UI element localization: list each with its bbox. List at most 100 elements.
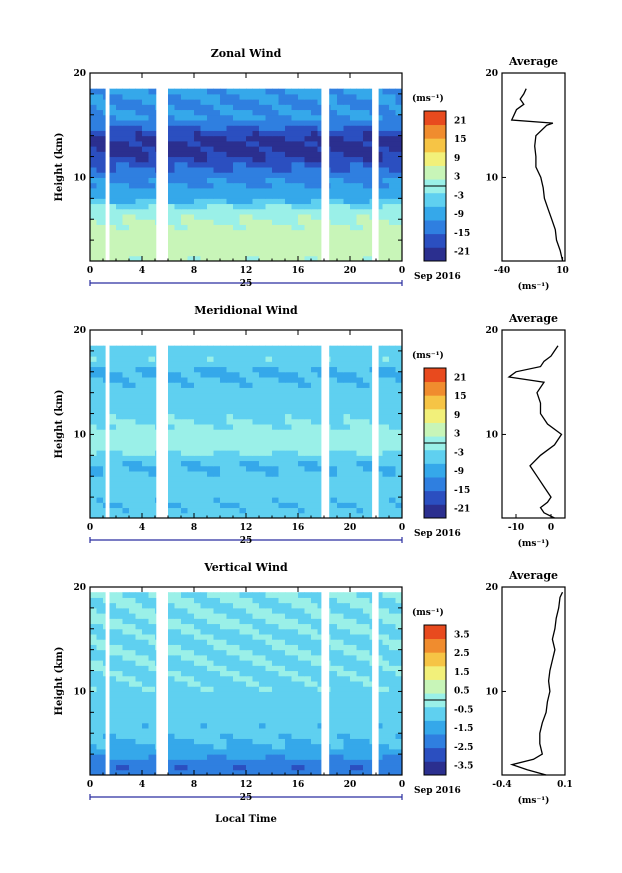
heatmap-cell (311, 397, 318, 404)
heatmap-cell (317, 429, 325, 435)
heatmap-cell (233, 99, 240, 105)
heatmap-cell (135, 156, 143, 163)
heatmap-cell (129, 109, 136, 116)
heatmap-cell (265, 476, 273, 482)
heatmap-cell (207, 660, 214, 666)
heatmap-cell (207, 424, 214, 430)
heatmap-cell (187, 743, 195, 750)
heatmap-cell (298, 114, 305, 121)
heatmap-cell (233, 444, 240, 451)
heatmap-cell (330, 356, 338, 362)
heatmap-cell (285, 602, 292, 609)
heatmap-cell (304, 208, 312, 215)
heatmap-cell (135, 754, 143, 760)
heatmap-cell (233, 691, 240, 698)
heatmap-cell (233, 120, 240, 126)
colorbar-tick-label: 9 (454, 411, 460, 421)
heatmap-cell (148, 114, 156, 121)
heatmap-cell (96, 182, 104, 189)
heatmap-cell (259, 135, 266, 142)
heatmap-cell (226, 670, 234, 677)
heatmap-cell (200, 434, 208, 441)
heatmap-cell (116, 696, 123, 703)
heatmap-cell (356, 471, 364, 477)
heatmap-cell (220, 177, 227, 184)
heatmap-cell (239, 429, 247, 435)
heatmap-cell (116, 660, 123, 666)
heatmap-cell (135, 109, 143, 116)
heatmap-cell (187, 156, 195, 163)
heatmap-cell (259, 140, 266, 147)
heatmap-cell (356, 717, 364, 724)
heatmap-cell (363, 382, 370, 388)
heatmap-cell (330, 486, 338, 493)
heatmap-cell (317, 764, 325, 771)
heatmap-cell (174, 707, 182, 713)
heatmap-cell (233, 146, 240, 152)
heatmap-cell (226, 203, 234, 210)
heatmap-cell (343, 413, 351, 420)
heatmap-cell (259, 476, 266, 482)
heatmap-cell (129, 660, 136, 666)
heatmap-cell (285, 361, 292, 368)
heatmap-cell (389, 497, 396, 503)
heatmap-cell (272, 224, 279, 231)
heatmap-cell (181, 602, 188, 609)
heatmap-cell (239, 717, 247, 724)
heatmap-cell (168, 151, 175, 158)
heatmap-cell (239, 413, 247, 420)
heatmap-cell (233, 686, 240, 692)
heatmap-cell (265, 250, 273, 257)
heatmap-cell (226, 507, 234, 514)
heatmap-cell (168, 444, 175, 451)
heatmap-cell (90, 665, 97, 672)
heatmap-cell (239, 607, 247, 614)
heatmap-cell (382, 465, 390, 472)
heatmap-cell (181, 397, 188, 404)
heatmap-cell (304, 738, 312, 745)
heatmap-cell (304, 255, 312, 262)
heatmap-cell (265, 392, 273, 399)
heatmap-cell (96, 172, 104, 178)
heatmap-cell (376, 439, 383, 446)
heatmap-cell (265, 377, 273, 383)
heatmap-cell (129, 214, 136, 220)
heatmap-cell (168, 701, 175, 708)
heatmap-cell (142, 120, 149, 126)
heatmap-cell (226, 234, 234, 241)
heatmap-cell (116, 408, 123, 415)
heatmap-cell (213, 161, 221, 168)
heatmap-cell (181, 356, 188, 362)
heatmap-cell (382, 151, 390, 158)
heatmap-cell (382, 654, 390, 661)
x-tick-label: 0 (87, 266, 93, 276)
heatmap-cell (389, 99, 396, 105)
heatmap-cell (395, 135, 403, 142)
heatmap-cell (96, 418, 104, 425)
heatmap-cell (122, 234, 130, 241)
heatmap-cell (109, 639, 117, 645)
heatmap-cell (200, 486, 208, 493)
heatmap-cell (363, 250, 370, 257)
heatmap-cell (220, 140, 227, 147)
heatmap-cell (207, 476, 214, 482)
heatmap-cell (350, 361, 357, 368)
heatmap-cell (194, 618, 201, 625)
heatmap-cell (278, 618, 286, 625)
heatmap-cell (363, 418, 370, 425)
heatmap-cell (376, 696, 383, 703)
heatmap-cell (291, 507, 299, 514)
heatmap-cell (252, 507, 260, 514)
heatmap-cell (382, 707, 390, 713)
heatmap-cell (265, 439, 273, 446)
heatmap-cell (337, 125, 344, 131)
heatmap-cell (109, 728, 117, 734)
heatmap-cell (129, 104, 136, 111)
heatmap-cell (356, 497, 364, 503)
heatmap-cell (337, 681, 344, 687)
heatmap-cell (298, 198, 305, 205)
heatmap-cell (317, 455, 325, 462)
heatmap-cell (226, 356, 234, 362)
heatmap-cell (382, 193, 390, 199)
heatmap-cell (96, 481, 104, 488)
